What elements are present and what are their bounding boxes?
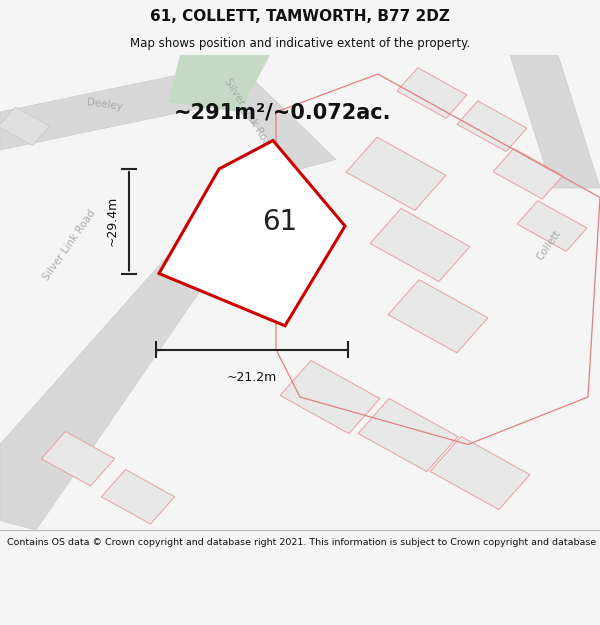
Text: Deeley: Deeley bbox=[86, 98, 124, 112]
Polygon shape bbox=[388, 279, 488, 353]
Polygon shape bbox=[168, 55, 270, 112]
Polygon shape bbox=[159, 141, 345, 326]
Polygon shape bbox=[0, 64, 228, 150]
Text: Collett: Collett bbox=[535, 228, 563, 262]
Polygon shape bbox=[370, 208, 470, 282]
Polygon shape bbox=[430, 436, 530, 509]
Text: Silver Link Road: Silver Link Road bbox=[41, 208, 97, 282]
Text: ~21.2m: ~21.2m bbox=[227, 371, 277, 384]
Polygon shape bbox=[41, 431, 115, 486]
Text: ~291m²/~0.072ac.: ~291m²/~0.072ac. bbox=[174, 102, 392, 122]
Polygon shape bbox=[517, 201, 587, 251]
Text: ~29.4m: ~29.4m bbox=[105, 196, 118, 246]
Polygon shape bbox=[0, 107, 50, 146]
Polygon shape bbox=[180, 55, 336, 169]
Polygon shape bbox=[397, 68, 467, 118]
Polygon shape bbox=[280, 361, 380, 434]
Polygon shape bbox=[101, 469, 175, 524]
Text: Contains OS data © Crown copyright and database right 2021. This information is : Contains OS data © Crown copyright and d… bbox=[7, 538, 600, 547]
Polygon shape bbox=[0, 188, 264, 530]
Text: Silver Link Road: Silver Link Road bbox=[223, 76, 275, 152]
Polygon shape bbox=[358, 398, 458, 472]
Text: Map shows position and indicative extent of the property.: Map shows position and indicative extent… bbox=[130, 38, 470, 51]
Polygon shape bbox=[346, 137, 446, 211]
Polygon shape bbox=[493, 149, 563, 199]
Text: 61: 61 bbox=[263, 208, 298, 236]
Polygon shape bbox=[457, 101, 527, 151]
Polygon shape bbox=[510, 55, 600, 188]
Text: 61, COLLETT, TAMWORTH, B77 2DZ: 61, COLLETT, TAMWORTH, B77 2DZ bbox=[150, 9, 450, 24]
